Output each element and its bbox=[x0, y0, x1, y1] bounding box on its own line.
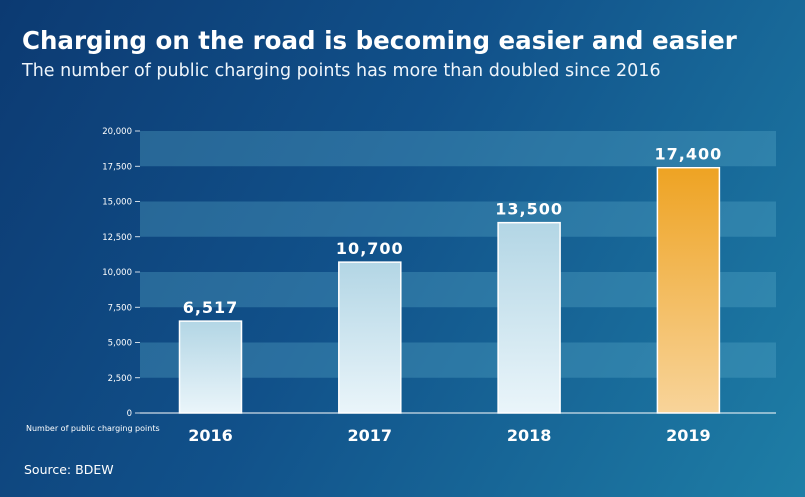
data-label-2016: 6,517 bbox=[183, 298, 239, 317]
chart-subtitle: The number of public charging points has… bbox=[22, 61, 661, 81]
source-note: Source: BDEW bbox=[24, 462, 114, 477]
bar-2016 bbox=[178, 320, 243, 414]
bar-2018 bbox=[497, 221, 561, 414]
x-tick-label-2016: 2016 bbox=[188, 426, 233, 445]
grid-band bbox=[140, 131, 776, 167]
y-tick-label: 5,000 bbox=[108, 339, 132, 349]
y-tick-label: 20,000 bbox=[102, 127, 132, 137]
y-tick-label: 7,500 bbox=[108, 303, 132, 313]
y-tick-label: 10,000 bbox=[102, 268, 132, 278]
x-tick-label-2018: 2018 bbox=[507, 426, 552, 445]
bars: 6,517 10,700 13,500 17,400 bbox=[178, 145, 723, 414]
y-axis: 0 2,500 5,000 7,500 10,000 12,500 15,000 17,500… bbox=[102, 127, 140, 419]
y-tick-label: 0 bbox=[127, 409, 132, 419]
chart-title: Charging on the road is becoming easier … bbox=[22, 26, 737, 55]
bar-2019 bbox=[656, 166, 721, 414]
x-axis: 2016 2017 2018 2019 bbox=[188, 426, 710, 445]
y-tick-label: 12,500 bbox=[102, 233, 132, 243]
x-tick-label-2019: 2019 bbox=[666, 426, 711, 445]
data-label-2018: 13,500 bbox=[495, 200, 563, 219]
y-tick-label: 17,500 bbox=[102, 162, 132, 172]
data-label-2017: 10,700 bbox=[336, 239, 404, 258]
x-tick-label-2017: 2017 bbox=[348, 426, 393, 445]
bar-2017 bbox=[338, 261, 402, 414]
data-label-2019: 17,400 bbox=[655, 145, 723, 164]
y-tick-label: 15,000 bbox=[102, 198, 132, 208]
y-axis-label: Number of public charging points bbox=[26, 424, 160, 433]
y-tick-label: 2,500 bbox=[108, 374, 132, 384]
